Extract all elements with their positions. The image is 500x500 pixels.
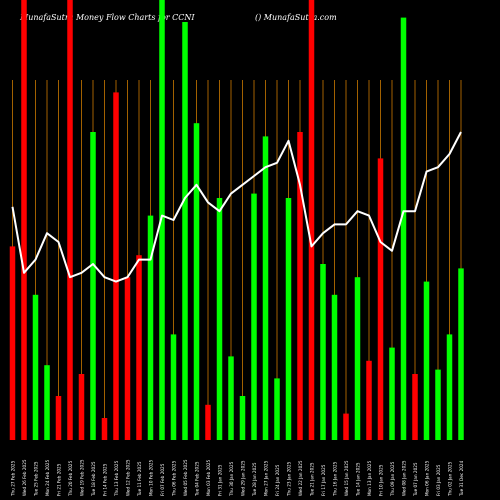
x-tick-label: Mon 27 Jan 2025 bbox=[264, 460, 269, 496]
x-tick-label: Thu 30 Jan 2025 bbox=[229, 461, 234, 497]
x-tick-label: Wed 26 Feb 2025 bbox=[22, 459, 27, 496]
bar bbox=[78, 374, 85, 440]
x-tick-label: Wed 08 Jan 2025 bbox=[402, 460, 407, 496]
bar bbox=[90, 132, 96, 440]
bar bbox=[274, 378, 280, 440]
x-tick-label: Tue 04 Feb 2025 bbox=[195, 461, 200, 497]
x-tick-label: Fri 10 Jan 2025 bbox=[379, 464, 384, 496]
x-tick-labels: Thu 27 Feb 2025 Wed 26 Feb 2025 Tue 25 Feb… bbox=[11, 459, 465, 497]
x-tick-label: Fri 21 Feb 2025 bbox=[57, 463, 62, 496]
x-tick-label: Wed 12 Feb 2025 bbox=[126, 459, 131, 496]
x-tick-label: Thu 16 Jan 2025 bbox=[333, 461, 338, 497]
bar bbox=[32, 294, 39, 440]
bar bbox=[193, 123, 200, 440]
money-flow-line-layer bbox=[11, 131, 462, 283]
bar bbox=[182, 22, 188, 440]
bar bbox=[9, 246, 16, 440]
x-tick-label: Tue 31 Dec 2024 bbox=[459, 460, 464, 497]
x-tick-label: Thu 13 Feb 2025 bbox=[114, 460, 119, 497]
x-tick-label: Fri 07 Feb 2025 bbox=[160, 463, 165, 496]
bar bbox=[113, 92, 119, 441]
x-tick-label: Mon 10 Feb 2025 bbox=[149, 459, 154, 496]
x-tick-label: Tue 14 Jan 2025 bbox=[356, 462, 361, 497]
x-tick-label: Tue 28 Jan 2025 bbox=[252, 462, 257, 497]
bar bbox=[147, 215, 154, 440]
x-tick-label: Thu 09 Jan 2025 bbox=[390, 461, 395, 497]
x-tick-label: Fri 24 Jan 2025 bbox=[275, 464, 280, 496]
bar bbox=[412, 374, 418, 440]
x-tick-label: Tue 21 Jan 2025 bbox=[310, 462, 315, 497]
x-tick-label: Fri 17 Jan 2025 bbox=[321, 464, 326, 496]
chart-header-right: () MunafaSutra.com bbox=[255, 13, 337, 22]
bar bbox=[228, 356, 234, 440]
x-tick-label: Wed 29 Jan 2025 bbox=[241, 460, 246, 496]
bar bbox=[343, 413, 349, 440]
x-tick-label: Thu 02 Jan 2025 bbox=[448, 461, 453, 497]
bar bbox=[55, 396, 62, 440]
bar bbox=[239, 396, 246, 440]
x-tick-label: Fri 03 Jan 2025 bbox=[436, 464, 441, 496]
bar bbox=[170, 334, 177, 440]
x-tick-label: Thu 27 Feb 2025 bbox=[11, 460, 16, 497]
x-tick-label: Wed 05 Feb 2025 bbox=[183, 459, 188, 496]
bar bbox=[262, 136, 269, 440]
bar bbox=[44, 365, 50, 440]
bar bbox=[124, 277, 131, 440]
money-flow-line bbox=[11, 131, 462, 283]
bar bbox=[400, 17, 407, 440]
bar bbox=[285, 198, 292, 440]
x-tick-label: Fri 14 Feb 2025 bbox=[103, 463, 108, 496]
x-tick-label: Mon 13 Jan 2025 bbox=[367, 460, 372, 496]
bar bbox=[159, 0, 165, 440]
bar bbox=[389, 347, 395, 440]
bar bbox=[205, 404, 211, 440]
x-tick-label: Thu 23 Jan 2025 bbox=[287, 461, 292, 497]
x-tick-label: Wed 22 Jan 2025 bbox=[298, 460, 303, 496]
x-tick-label: Wed 15 Jan 2025 bbox=[344, 460, 349, 496]
bar bbox=[136, 255, 142, 440]
bar bbox=[458, 268, 464, 440]
bar bbox=[101, 418, 108, 440]
bar bbox=[423, 281, 430, 440]
x-tick-label: Thu 20 Feb 2025 bbox=[68, 460, 73, 497]
bar bbox=[251, 193, 257, 440]
x-tick-label: Mon 24 Feb 2025 bbox=[45, 459, 50, 496]
x-tick-label: Tue 25 Feb 2025 bbox=[34, 461, 39, 497]
bar bbox=[297, 132, 303, 440]
bar bbox=[67, 0, 73, 440]
x-tick-label: Mon 06 Jan 2025 bbox=[425, 460, 430, 496]
bar bbox=[435, 369, 441, 440]
bar bbox=[446, 334, 453, 440]
x-tick-label: Thu 06 Feb 2025 bbox=[172, 460, 177, 497]
bar bbox=[21, 0, 27, 440]
chart-header-left: MunafaSutra Money Flow Charts for CCNI bbox=[20, 13, 195, 22]
bar bbox=[320, 264, 326, 440]
volume-bars bbox=[9, 0, 464, 441]
x-tick-label: Tue 11 Feb 2025 bbox=[137, 461, 142, 497]
bar bbox=[216, 198, 223, 440]
x-tick-label: Tue 18 Feb 2025 bbox=[91, 461, 96, 497]
bar bbox=[331, 294, 338, 440]
bar bbox=[308, 0, 315, 440]
x-tick-label: Wed 19 Feb 2025 bbox=[80, 459, 85, 496]
bar bbox=[354, 277, 361, 440]
x-tick-label: Fri 31 Jan 2025 bbox=[218, 464, 223, 496]
x-tick-label: Tue 07 Jan 2025 bbox=[413, 462, 418, 497]
bar bbox=[366, 360, 372, 440]
x-tick-label: Mon 03 Feb 2025 bbox=[206, 459, 211, 496]
bar bbox=[377, 158, 384, 440]
